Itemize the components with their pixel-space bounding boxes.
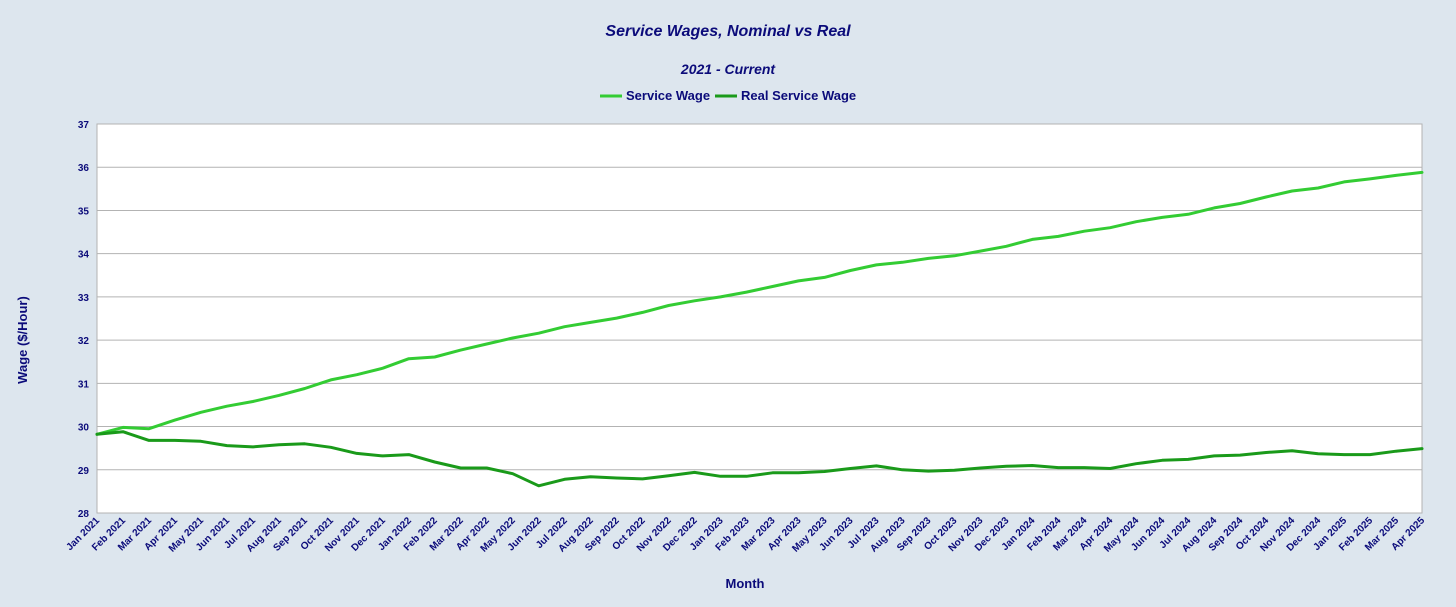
y-tick-label: 33 bbox=[78, 293, 90, 304]
chart-subtitle: 2021 - Current bbox=[680, 61, 776, 77]
legend-label-1: Real Service Wage bbox=[741, 88, 856, 103]
y-tick-label: 36 bbox=[78, 163, 90, 174]
y-tick-label: 32 bbox=[78, 336, 90, 347]
series-lines bbox=[95, 170, 1424, 488]
series-line-0 bbox=[95, 170, 1424, 436]
plot-area bbox=[96, 123, 1423, 514]
y-tick-label: 29 bbox=[78, 466, 90, 477]
x-axis-label: Month bbox=[726, 576, 765, 591]
chart-title: Service Wages, Nominal vs Real bbox=[605, 23, 851, 40]
y-tick-label: 31 bbox=[78, 379, 90, 390]
y-axis-ticks: 28 29 30 31 32 33 34 35 36 37 bbox=[78, 120, 90, 520]
y-axis-label: Wage ($/Hour) bbox=[15, 296, 30, 384]
y-tick-label: 35 bbox=[78, 206, 90, 217]
y-tick-label: 30 bbox=[78, 423, 90, 434]
y-tick-label: 28 bbox=[78, 509, 90, 520]
series-line-1 bbox=[95, 430, 1424, 488]
legend-label-0: Service Wage bbox=[626, 88, 710, 103]
legend: Service Wage Real Service Wage bbox=[600, 88, 856, 103]
y-tick-label: 37 bbox=[78, 120, 90, 131]
y-tick-label: 34 bbox=[78, 250, 90, 261]
